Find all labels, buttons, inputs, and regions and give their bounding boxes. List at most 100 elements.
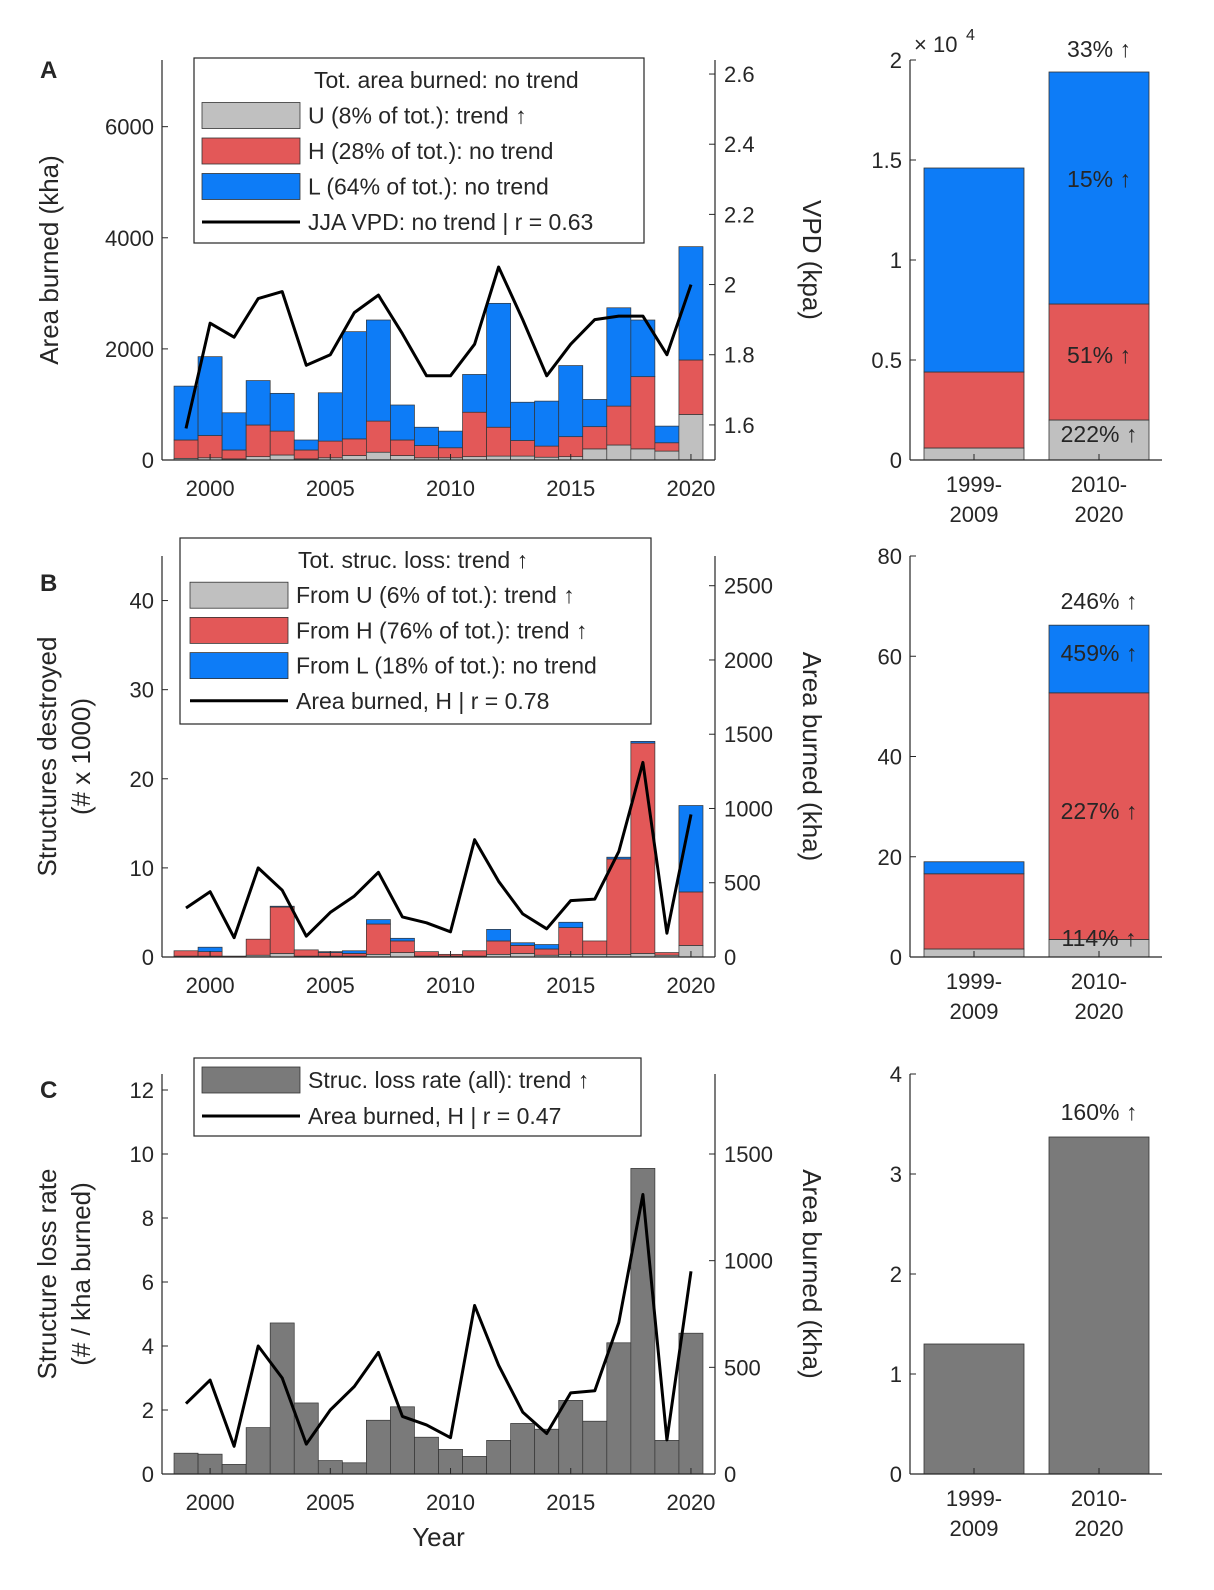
- side-percent-label: 33% ↑: [1067, 36, 1131, 62]
- y2-tick-label: 2: [724, 273, 736, 298]
- bar-u-2007: [366, 451, 391, 461]
- y2-tick-label: 1.8: [724, 343, 755, 368]
- legend-swatch: [201, 1066, 301, 1094]
- side-x-tick-label: 1999-: [946, 1486, 1002, 1511]
- bar-struc-loss-rate-all--2013: [510, 1423, 536, 1475]
- side-percent-label: 459% ↑: [1061, 640, 1138, 666]
- line-series: [184, 265, 693, 429]
- x-tick-label: 2020: [666, 476, 715, 501]
- legend-swatch: [201, 137, 301, 165]
- side-x-tick-label: 2009: [950, 999, 999, 1024]
- legend-swatch: [201, 173, 301, 200]
- bar-l-2004: [293, 439, 319, 451]
- panel-b-main-chart: 0 10 20 30 40 0 500 1000 1500 2000 2500 2000 2005 201…: [32, 537, 827, 998]
- bar-struc-loss-rate-all--2012: [486, 1440, 511, 1475]
- bar-l-2017: [606, 307, 632, 407]
- bar-struc-loss-rate-all--2009: [414, 1436, 439, 1475]
- bar-h-2007: [366, 923, 391, 955]
- bar-l-2001: [221, 412, 247, 451]
- x-tick-label: 2015: [546, 973, 595, 998]
- y2-tick-label: 1000: [724, 796, 773, 821]
- side-bar-h-0: [923, 873, 1025, 950]
- bar-struc-loss-rate-all--2001: [221, 1464, 247, 1475]
- bar-u-2020: [678, 414, 704, 461]
- bar-h-2012: [486, 426, 511, 457]
- bar-h-2011: [462, 950, 487, 957]
- x-tick-label: 2005: [306, 476, 355, 501]
- legend-swatch: [189, 581, 289, 609]
- bar-h-2016: [582, 940, 608, 955]
- panel-a: A 0 2000 4000 6000 1.6 1.8 2 2.2 2.4 2.6 2000 2005 2…: [34, 27, 1162, 527]
- y-tick-label: 4: [142, 1334, 154, 1359]
- side-y-tick-label: 20: [878, 845, 902, 870]
- bar-h-2008: [390, 439, 415, 456]
- side-y-tick-label: 0: [890, 448, 902, 473]
- y-tick-label: 6: [142, 1270, 154, 1295]
- bar-u-2003: [269, 454, 295, 461]
- side-x-tick-label: 2009: [950, 502, 999, 527]
- bar-l-2011: [462, 374, 487, 413]
- side-bar-struc-loss-rate-all--1: [1048, 1136, 1150, 1475]
- side-exponent-base: × 10: [914, 32, 957, 57]
- line-series: [185, 760, 693, 940]
- x-tick-label: 2005: [306, 973, 355, 998]
- bar-h-2012: [486, 940, 511, 955]
- bar-l-2012: [486, 929, 511, 942]
- bar-h-2004: [293, 949, 319, 957]
- y2-tick-label: 2.4: [724, 132, 755, 157]
- bar-h-2014: [534, 445, 560, 458]
- legend-swatch: [201, 102, 301, 129]
- y-tick-label: 12: [130, 1078, 154, 1103]
- x-axis-label: Year: [412, 1522, 465, 1552]
- side-x-tick-label: 1999-: [946, 969, 1002, 994]
- legend-entry: From H (76% of tot.): trend ↑: [296, 617, 587, 643]
- side-y-tick-label: 0: [890, 1462, 902, 1487]
- legend-entry: JJA VPD: no trend | r = 0.63: [308, 209, 593, 235]
- bar-l-2013: [510, 401, 536, 441]
- bar-h-2017: [606, 858, 632, 955]
- side-y-tick-label: 80: [878, 544, 902, 569]
- bar-l-2012: [486, 302, 511, 428]
- legend: Tot. area burned: no trend U (8% of tot.)…: [193, 57, 645, 244]
- y2-tick-label: 500: [724, 1355, 761, 1380]
- bar-u-2008: [390, 455, 415, 461]
- bar-l-2009: [414, 426, 439, 446]
- bar-h-2008: [390, 940, 415, 953]
- y-tick-label: 10: [130, 856, 154, 881]
- legend: Struc. loss rate (all): trend ↑ Area burn…: [193, 1057, 642, 1137]
- side-x-tick-label: 2020: [1075, 999, 1124, 1024]
- side-percent-label: 114% ↑: [1061, 925, 1136, 951]
- side-x-tick-label: 2010-: [1071, 472, 1127, 497]
- legend-title: Tot. struc. loss: trend ↑: [298, 547, 528, 573]
- panel-a-letter: A: [40, 57, 57, 84]
- y2-tick-label: 0: [724, 945, 736, 970]
- bar-l-2019: [654, 425, 680, 444]
- side-y-tick-label: 4: [890, 1062, 902, 1087]
- x-tick-label: 2010: [426, 1490, 475, 1515]
- x-tick-label: 2000: [186, 476, 235, 501]
- bar-l-2007: [366, 319, 391, 422]
- bar-h-2020: [678, 891, 704, 946]
- y2-tick-label: 500: [724, 871, 761, 896]
- y-axis-label-line2: (# x 1000): [66, 698, 96, 815]
- bar-l-2003: [269, 905, 295, 908]
- side-percent-label: 227% ↑: [1061, 798, 1138, 824]
- panel-b-letter: B: [40, 570, 57, 597]
- bars: [173, 246, 704, 461]
- bar-h-2002: [245, 424, 271, 458]
- bar-h-2003: [269, 906, 295, 954]
- y-tick-label: 4000: [105, 226, 154, 251]
- bar-struc-loss-rate-all--2007: [366, 1419, 391, 1475]
- bar-l-2018: [630, 319, 656, 378]
- side-y-tick-label: 0.5: [871, 348, 902, 373]
- legend-entry: Struc. loss rate (all): trend ↑: [308, 1067, 589, 1093]
- bar-h-2011: [462, 411, 487, 458]
- bar-h-2013: [510, 945, 536, 954]
- bar-h-1999: [173, 439, 199, 459]
- panel-a-main-chart: 0 2000 4000 6000 1.6 1.8 2 2.2 2.4 2.6 2000 2005 201…: [34, 57, 827, 501]
- y2-tick-label: 2500: [724, 574, 773, 599]
- y-tick-label: 8: [142, 1206, 154, 1231]
- y2-tick-label: 1000: [724, 1249, 773, 1274]
- bar-h-2006: [341, 953, 367, 957]
- bar-struc-loss-rate-all--2018: [630, 1168, 656, 1475]
